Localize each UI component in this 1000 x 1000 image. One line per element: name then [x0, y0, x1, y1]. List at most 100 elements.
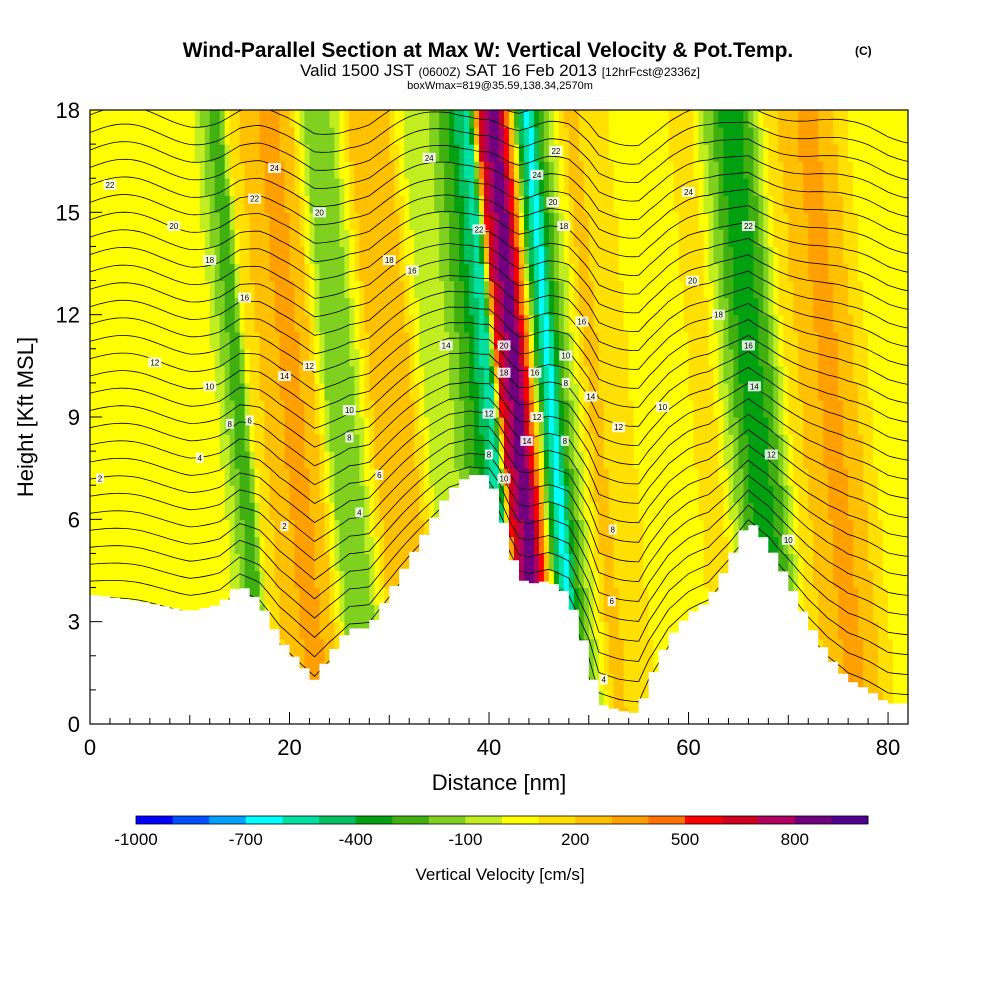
- velocity-cell: [603, 621, 610, 640]
- velocity-cell: [154, 536, 161, 555]
- velocity-cell: [389, 348, 395, 367]
- velocity-cell: [274, 382, 281, 401]
- velocity-cell: [479, 331, 485, 350]
- velocity-cell: [159, 468, 166, 486]
- velocity-cell: [618, 451, 625, 469]
- velocity-cell: [389, 331, 395, 350]
- velocity-cell: [314, 297, 321, 316]
- velocity-cell: [818, 229, 824, 248]
- velocity-cell: [563, 451, 570, 469]
- velocity-cell: [354, 519, 360, 537]
- velocity-cell: [893, 314, 899, 333]
- velocity-cell: [304, 365, 311, 384]
- velocity-cell: [234, 434, 241, 452]
- velocity-cell: [374, 382, 380, 401]
- velocity-cell: [768, 314, 774, 333]
- velocity-cell: [863, 638, 869, 657]
- velocity-cell: [209, 382, 216, 401]
- velocity-cell: [673, 502, 680, 520]
- velocity-cell: [444, 297, 450, 316]
- velocity-cell: [718, 348, 725, 367]
- velocity-cell: [593, 502, 600, 520]
- velocity-cell: [494, 434, 500, 452]
- velocity-cell: [334, 570, 340, 589]
- velocity-cell: [244, 314, 251, 333]
- velocity-cell: [748, 502, 754, 520]
- velocity-cell: [99, 280, 106, 299]
- velocity-cell: [588, 502, 595, 520]
- velocity-cell: [244, 297, 251, 316]
- velocity-cell: [254, 229, 261, 248]
- velocity-cell: [384, 434, 390, 452]
- velocity-cell: [558, 229, 565, 248]
- velocity-cell: [354, 297, 360, 316]
- velocity-cell: [319, 468, 326, 486]
- velocity-cell: [858, 314, 864, 333]
- velocity-cell: [648, 553, 655, 572]
- velocity-cell: [164, 382, 171, 401]
- velocity-cell: [169, 587, 176, 606]
- velocity-cell: [149, 314, 156, 333]
- velocity-cell: [94, 502, 101, 520]
- velocity-cell: [309, 348, 316, 367]
- velocity-cell: [184, 485, 191, 503]
- velocity-cell: [449, 399, 455, 418]
- velocity-cell: [633, 399, 640, 418]
- velocity-cell: [414, 280, 420, 299]
- velocity-cell: [623, 297, 630, 316]
- velocity-cell: [843, 263, 849, 282]
- velocity-cell: [254, 553, 261, 572]
- velocity-cell: [588, 263, 595, 282]
- velocity-cell: [538, 536, 545, 555]
- velocity-cell: [109, 246, 116, 265]
- velocity-cell: [294, 621, 301, 640]
- velocity-cell: [583, 434, 590, 452]
- velocity-cell: [379, 417, 385, 435]
- velocity-cell: [708, 382, 715, 401]
- velocity-cell: [184, 229, 191, 248]
- velocity-cell: [264, 246, 271, 265]
- velocity-cell: [688, 434, 695, 452]
- velocity-cell: [788, 331, 794, 350]
- velocity-cell: [673, 468, 680, 486]
- velocity-cell: [239, 331, 246, 350]
- velocity-cell: [513, 263, 520, 282]
- velocity-cell: [264, 212, 271, 230]
- velocity-cell: [753, 212, 759, 230]
- velocity-cell: [94, 365, 101, 384]
- velocity-cell: [793, 468, 799, 486]
- velocity-cell: [384, 451, 390, 469]
- velocity-cell: [558, 536, 565, 555]
- velocity-cell: [384, 468, 390, 486]
- velocity-cell: [633, 314, 640, 333]
- velocity-cell: [234, 195, 241, 213]
- velocity-cell: [563, 502, 570, 520]
- velocity-cell: [708, 348, 715, 367]
- velocity-cell: [808, 314, 814, 333]
- velocity-cell: [693, 246, 700, 265]
- velocity-cell: [289, 587, 296, 606]
- velocity-cell: [568, 553, 575, 572]
- velocity-cell: [883, 382, 889, 401]
- velocity-cell: [578, 519, 585, 537]
- velocity-cell: [553, 417, 560, 435]
- velocity-cell: [508, 519, 515, 537]
- velocity-cell: [893, 348, 899, 367]
- velocity-cell: [219, 314, 226, 333]
- velocity-cell: [608, 468, 615, 486]
- velocity-cell: [793, 212, 799, 230]
- velocity-cell: [499, 502, 505, 520]
- velocity-cell: [638, 672, 645, 691]
- velocity-cell: [803, 263, 809, 282]
- velocity-cell: [893, 536, 899, 555]
- velocity-cell: [164, 331, 171, 350]
- velocity-cell: [479, 212, 485, 230]
- velocity-cell: [219, 587, 226, 606]
- velocity-cell: [718, 553, 725, 572]
- velocity-cell: [833, 280, 839, 299]
- velocity-cell: [479, 434, 485, 452]
- velocity-cell: [419, 399, 425, 418]
- velocity-cell: [518, 519, 525, 537]
- velocity-cell: [124, 553, 131, 572]
- velocity-cell: [888, 672, 894, 691]
